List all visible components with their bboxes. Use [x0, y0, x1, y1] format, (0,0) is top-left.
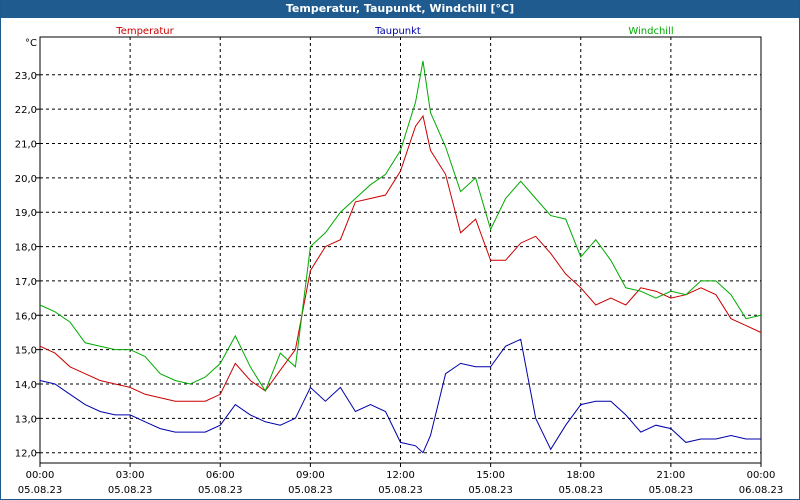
x-tick-time: 09:00 — [296, 470, 325, 481]
line-chart: 12,0 13,0 14,0 15,0 16,0 17,0 18,0 19,0 20,0 21,0… — [15, 26, 784, 496]
x-tick-time: 21:00 — [656, 470, 685, 481]
x-tick-time: 12:00 — [386, 470, 415, 481]
x-tick-date: 05.08.23 — [18, 485, 63, 496]
x-tick-date: 05.08.23 — [649, 485, 694, 496]
x-tick-date: 06.08.23 — [739, 485, 784, 496]
legend: Temperatur Taupunkt Windchill — [115, 26, 673, 37]
y-axis-ticks: 12,0 13,0 14,0 15,0 16,0 17,0 18,0 19,0 20,0 21,0… — [15, 71, 40, 460]
y-tick-label: 18,0 — [15, 243, 37, 254]
y-tick-label: 15,0 — [15, 346, 37, 357]
legend-windchill: Windchill — [628, 26, 673, 37]
y-tick-label: 16,0 — [15, 311, 37, 322]
y-tick-label: 20,0 — [15, 174, 37, 185]
x-tick-time: 00:00 — [26, 470, 55, 481]
y-tick-label: 12,0 — [15, 449, 37, 460]
x-tick-date: 05.08.23 — [198, 485, 243, 496]
y-tick-label: 23,0 — [15, 71, 37, 82]
y-tick-label: 14,0 — [15, 380, 37, 391]
x-tick-time: 03:00 — [116, 470, 145, 481]
legend-temperatur: Temperatur — [115, 26, 174, 37]
x-axis-ticks: 00:00 05.08.23 03:00 05.08.23 06:00 05.08.23 0… — [18, 463, 784, 496]
y-tick-label: 13,0 — [15, 414, 37, 425]
x-tick-time: 15:00 — [476, 470, 505, 481]
x-tick-date: 05.08.23 — [378, 485, 423, 496]
series-line-windchill — [39, 60, 762, 393]
legend-taupunkt: Taupunkt — [374, 26, 421, 37]
x-tick-date: 05.08.23 — [288, 485, 333, 496]
series-line-taupunkt — [39, 338, 761, 454]
x-tick-time: 18:00 — [566, 470, 595, 481]
x-tick-time: 06:00 — [206, 470, 235, 481]
x-tick-time: 00:00 — [747, 470, 776, 481]
y-tick-label: 19,0 — [15, 208, 37, 219]
x-tick-date: 05.08.23 — [108, 485, 153, 496]
y-axis-label: °C — [25, 38, 37, 49]
x-tick-date: 05.08.23 — [558, 485, 603, 496]
y-tick-label: 22,0 — [15, 105, 37, 116]
window-title: Temperatur, Taupunkt, Windchill [°C] — [1, 0, 799, 18]
y-tick-label: 21,0 — [15, 140, 37, 151]
series-lines — [39, 60, 762, 454]
y-tick-label: 17,0 — [15, 277, 37, 288]
x-tick-date: 05.08.23 — [468, 485, 513, 496]
grid — [40, 37, 761, 463]
